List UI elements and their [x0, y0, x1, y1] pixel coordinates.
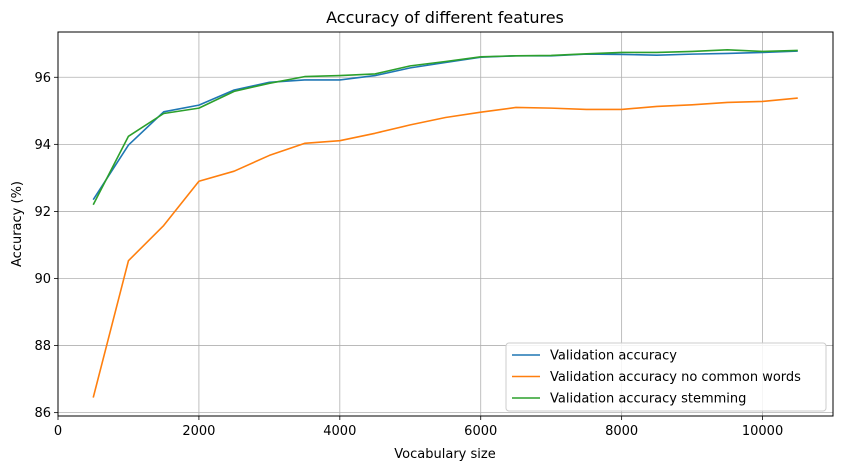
series-line-1: [92, 50, 798, 201]
x-tick-label: 10000: [742, 424, 783, 439]
y-axis-ticks: 86 88 90 92 94 96: [34, 71, 58, 421]
legend-label: Validation accuracy: [550, 349, 677, 364]
grid: [57, 32, 833, 416]
y-tick-label: 94: [34, 138, 51, 153]
x-tick-label: 4000: [323, 424, 356, 439]
x-axis-label: Vocabulary size: [394, 447, 495, 462]
y-axis-label: Accuracy (%): [10, 181, 25, 267]
y-tick-label: 90: [34, 272, 51, 287]
series-line-2: [92, 97, 798, 398]
series-lines: [92, 48, 798, 398]
x-axis-ticks: 0 2000 4000 6000 8000 10000: [54, 416, 783, 439]
x-tick-label: 0: [54, 424, 62, 439]
x-tick-label: 2000: [182, 424, 215, 439]
legend: Validation accuracy Validation accuracy n…: [505, 342, 827, 412]
x-tick-label: 6000: [464, 424, 497, 439]
legend-label: Validation accuracy no common words: [550, 370, 801, 385]
legend-label: Validation accuracy stemming: [550, 392, 746, 407]
y-tick-label: 88: [34, 339, 51, 354]
y-tick-label: 96: [34, 71, 51, 86]
x-tick-label: 8000: [605, 424, 638, 439]
plot-frame: [57, 31, 834, 417]
legend-box: [505, 342, 827, 412]
chart-title: Accuracy of different features: [326, 8, 564, 27]
y-tick-label: 86: [34, 406, 51, 421]
y-tick-label: 92: [34, 205, 51, 220]
series-line-3: [92, 48, 798, 206]
